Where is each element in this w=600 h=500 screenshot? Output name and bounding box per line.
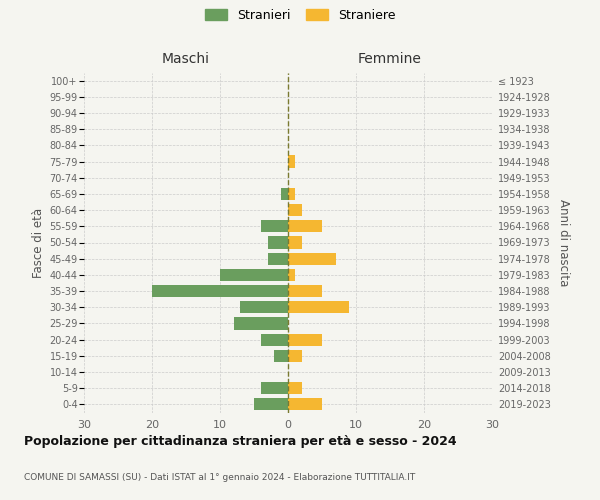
Bar [152, 285, 288, 297]
Bar [288, 204, 302, 216]
Bar [288, 398, 322, 410]
Text: Popolazione per cittadinanza straniera per età e sesso - 2024: Popolazione per cittadinanza straniera p… [24, 435, 457, 448]
Bar [268, 252, 288, 265]
Text: Maschi: Maschi [162, 52, 210, 66]
Bar [288, 252, 335, 265]
Text: Femmine: Femmine [358, 52, 422, 66]
Bar [261, 220, 288, 232]
Bar [261, 382, 288, 394]
Bar [288, 382, 302, 394]
Bar [274, 350, 288, 362]
Bar [241, 301, 288, 314]
Bar [233, 318, 288, 330]
Bar [288, 285, 322, 297]
Bar [288, 301, 349, 314]
Bar [288, 334, 322, 345]
Y-axis label: Fasce di età: Fasce di età [32, 208, 45, 278]
Y-axis label: Anni di nascita: Anni di nascita [557, 199, 569, 286]
Bar [288, 269, 295, 281]
Bar [281, 188, 288, 200]
Text: COMUNE DI SAMASSI (SU) - Dati ISTAT al 1° gennaio 2024 - Elaborazione TUTTITALIA: COMUNE DI SAMASSI (SU) - Dati ISTAT al 1… [24, 472, 415, 482]
Bar [288, 236, 302, 248]
Bar [261, 334, 288, 345]
Bar [288, 350, 302, 362]
Bar [254, 398, 288, 410]
Bar [220, 269, 288, 281]
Bar [268, 236, 288, 248]
Bar [288, 220, 322, 232]
Bar [288, 156, 295, 168]
Legend: Stranieri, Straniere: Stranieri, Straniere [202, 6, 398, 24]
Bar [288, 188, 295, 200]
